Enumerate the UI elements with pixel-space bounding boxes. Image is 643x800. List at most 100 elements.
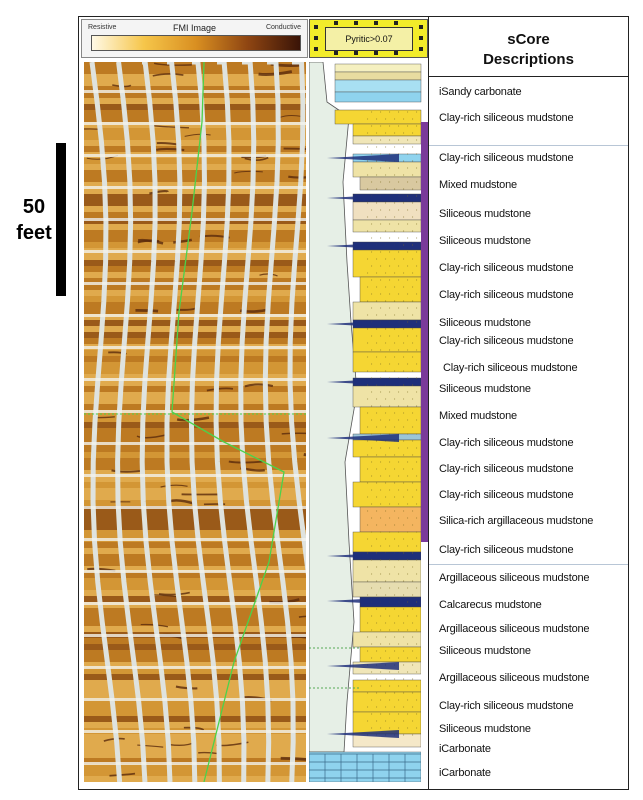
fmi-band-gap bbox=[84, 346, 306, 349]
fmi-pad-gap bbox=[89, 62, 123, 782]
lith-texture-dot bbox=[393, 286, 396, 288]
fmi-band-gap bbox=[84, 538, 306, 541]
fmi-band bbox=[84, 164, 306, 170]
description-item: Silica-rich argillaceous mudstone bbox=[439, 515, 594, 527]
pyritic-wedge bbox=[327, 242, 399, 250]
lith-texture-dot bbox=[366, 580, 369, 582]
fmi-pad-gap bbox=[213, 62, 247, 782]
lith-texture-dot bbox=[397, 223, 400, 225]
lith-texture-dot bbox=[384, 678, 387, 680]
fmi-feature bbox=[137, 744, 164, 748]
lith-texture-dot bbox=[384, 482, 387, 484]
lith-texture-dot bbox=[370, 503, 373, 505]
lith-texture-dot bbox=[375, 706, 378, 708]
fmi-band-gap bbox=[84, 442, 306, 445]
lith-texture-dot bbox=[370, 629, 373, 631]
lith-texture-dot bbox=[393, 188, 396, 190]
lith-texture-dot bbox=[415, 363, 418, 365]
lith-texture-dot bbox=[379, 125, 382, 127]
lith-texture-dot bbox=[406, 643, 409, 645]
lith-layer bbox=[334, 63, 422, 73]
lith-layer bbox=[359, 606, 422, 633]
lith-texture-dot bbox=[375, 286, 378, 288]
lith-texture-dot bbox=[393, 146, 396, 148]
lith-texture-dot bbox=[379, 265, 382, 267]
lith-texture-dot bbox=[406, 405, 409, 407]
lith-texture-dot bbox=[375, 328, 378, 330]
lith-layer bbox=[359, 276, 422, 303]
fmi-band bbox=[84, 542, 306, 548]
lith-texture-dot bbox=[397, 181, 400, 183]
description-item: iCarbonate bbox=[439, 767, 491, 779]
pyritic-wedge bbox=[327, 378, 399, 386]
lith-texture-dot bbox=[397, 405, 400, 407]
lith-layer bbox=[352, 581, 422, 598]
lith-texture-dot bbox=[375, 342, 378, 344]
lith-texture-dot bbox=[388, 727, 391, 729]
fmi-band bbox=[84, 464, 306, 470]
fmi-band bbox=[84, 230, 306, 236]
lith-texture-dot bbox=[370, 223, 373, 225]
lith-texture-dot bbox=[411, 174, 414, 176]
fmi-band bbox=[84, 116, 306, 122]
fmi-band bbox=[84, 554, 306, 560]
lith-texture-dot bbox=[415, 601, 418, 603]
lith-texture-dot bbox=[384, 454, 387, 456]
lith-texture-dot bbox=[375, 356, 378, 358]
lith-texture-dot bbox=[393, 538, 396, 540]
lith-texture-dot bbox=[388, 461, 391, 463]
lith-texture-dot bbox=[384, 314, 387, 316]
lith-texture-dot bbox=[397, 279, 400, 281]
lith-texture-dot bbox=[411, 678, 414, 680]
lith-texture-dot bbox=[366, 202, 369, 204]
lith-texture-dot bbox=[397, 573, 400, 575]
lith-texture-dot bbox=[384, 328, 387, 330]
lith-texture-dot bbox=[415, 377, 418, 379]
lith-texture-dot bbox=[366, 510, 369, 512]
lith-texture-dot bbox=[370, 153, 373, 155]
lith-texture-dot bbox=[384, 538, 387, 540]
depth-scale-bar bbox=[56, 143, 66, 296]
description-item: Clay-rich siliceous mudstone bbox=[439, 437, 574, 449]
fmi-feature bbox=[136, 433, 168, 439]
lith-texture-dot bbox=[375, 594, 378, 596]
lith-texture-dot bbox=[393, 720, 396, 722]
lith-texture-dot bbox=[397, 251, 400, 253]
fmi-band-gap bbox=[84, 602, 306, 605]
lith-texture-dot bbox=[375, 272, 378, 274]
lith-texture-dot bbox=[388, 405, 391, 407]
lith-texture-dot bbox=[402, 538, 405, 540]
lith-texture-dot bbox=[402, 216, 405, 218]
lith-texture-dot bbox=[388, 615, 391, 617]
lith-texture-dot bbox=[415, 545, 418, 547]
lith-texture-dot bbox=[388, 419, 391, 421]
lith-texture-dot bbox=[388, 377, 391, 379]
lith-texture-dot bbox=[406, 671, 409, 673]
lith-texture-dot bbox=[402, 118, 405, 120]
lith-texture-dot bbox=[415, 531, 418, 533]
lith-texture-dot bbox=[393, 636, 396, 638]
purple-indicator-bar bbox=[421, 122, 430, 542]
lith-texture-dot bbox=[415, 237, 418, 239]
lith-texture-dot bbox=[366, 314, 369, 316]
lith-texture-dot bbox=[411, 146, 414, 148]
lith-texture-dot bbox=[406, 713, 409, 715]
fmi-band bbox=[84, 710, 306, 716]
lith-texture-dot bbox=[366, 286, 369, 288]
purple-indicator-gap bbox=[421, 542, 430, 782]
lith-texture-dot bbox=[370, 517, 373, 519]
lith-texture-dot bbox=[375, 146, 378, 148]
lith-texture-dot bbox=[393, 216, 396, 218]
lith-texture-dot bbox=[388, 573, 391, 575]
lith-texture-dot bbox=[388, 545, 391, 547]
lith-texture-dot bbox=[370, 237, 373, 239]
lith-texture-dot bbox=[415, 475, 418, 477]
description-item: Clay-rich siliceous mudstone bbox=[439, 289, 574, 301]
lith-texture-dot bbox=[388, 363, 391, 365]
lith-texture-dot bbox=[379, 713, 382, 715]
lith-texture-dot bbox=[388, 643, 391, 645]
lith-texture-dot bbox=[397, 111, 400, 113]
fmi-band bbox=[84, 692, 306, 698]
lith-texture-dot bbox=[411, 370, 414, 372]
lith-texture-dot bbox=[397, 615, 400, 617]
